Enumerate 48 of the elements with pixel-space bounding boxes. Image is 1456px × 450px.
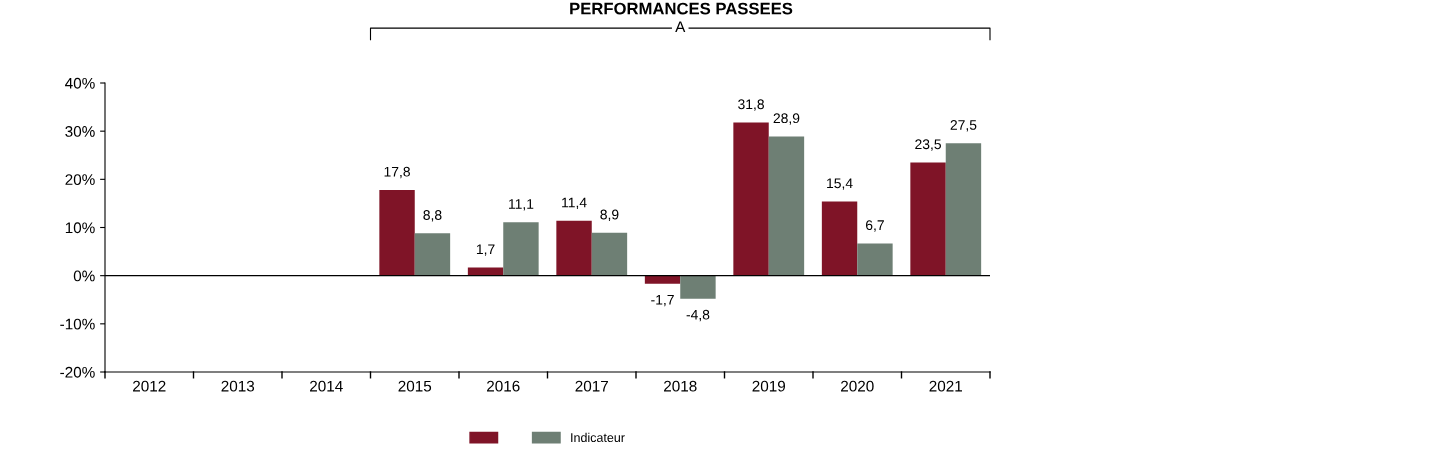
bar xyxy=(644,275,681,284)
bar xyxy=(591,232,628,276)
x-tick-label: 2017 xyxy=(575,380,608,392)
chart-title: PERFORMANCES PASSEES xyxy=(570,2,793,15)
bar xyxy=(945,143,982,276)
bar xyxy=(556,220,592,276)
text: A xyxy=(675,21,686,33)
bar xyxy=(414,233,451,276)
y-tick-label: 30% xyxy=(65,126,95,137)
x-tick-label: 2020 xyxy=(841,380,874,392)
y-tick-label: 0% xyxy=(73,270,95,282)
bar xyxy=(467,267,504,276)
data-label: -4,8 xyxy=(686,309,710,322)
data-label: 11,4 xyxy=(562,197,587,210)
data-label: -1,7 xyxy=(651,294,674,307)
data-label: 15,4 xyxy=(827,178,853,190)
bar xyxy=(379,189,415,276)
x-tick-label: 2014 xyxy=(310,380,343,392)
x-tick-label: 2013 xyxy=(221,380,255,392)
x-tick-label: 2016 xyxy=(487,380,520,392)
bar xyxy=(503,222,539,276)
y-tick-label: 10% xyxy=(65,222,95,234)
data-label: 1,7 xyxy=(476,244,495,256)
bar xyxy=(733,122,769,276)
data-label: 8,9 xyxy=(600,209,619,222)
data-label: 23,5 xyxy=(915,139,941,151)
y-tick-label: 40% xyxy=(65,77,95,89)
bar xyxy=(857,243,893,276)
data-label: 8,8 xyxy=(423,210,442,222)
data-label: 11,1 xyxy=(509,199,534,211)
data-label: 27,5 xyxy=(950,120,977,132)
bar xyxy=(768,136,805,276)
x-tick-label: 2019 xyxy=(752,380,786,392)
x-tick-label: 2018 xyxy=(664,380,697,392)
bar xyxy=(910,162,946,276)
data-label: 28,9 xyxy=(773,113,800,125)
y-tick-label: -20% xyxy=(60,366,95,378)
x-tick-label: 2021 xyxy=(929,380,962,392)
x-tick-label: 2012 xyxy=(133,380,166,392)
x-tick-label: 2015 xyxy=(398,380,432,392)
data-label: 6,7 xyxy=(866,220,884,232)
legend-label: Indicateur xyxy=(571,432,625,442)
data-label: 31,8 xyxy=(738,99,764,111)
y-tick-label: 20% xyxy=(65,174,95,186)
bar xyxy=(680,275,716,299)
bar xyxy=(821,201,858,276)
y-tick-label: -10% xyxy=(60,318,95,330)
data-label: 17,8 xyxy=(384,166,410,179)
